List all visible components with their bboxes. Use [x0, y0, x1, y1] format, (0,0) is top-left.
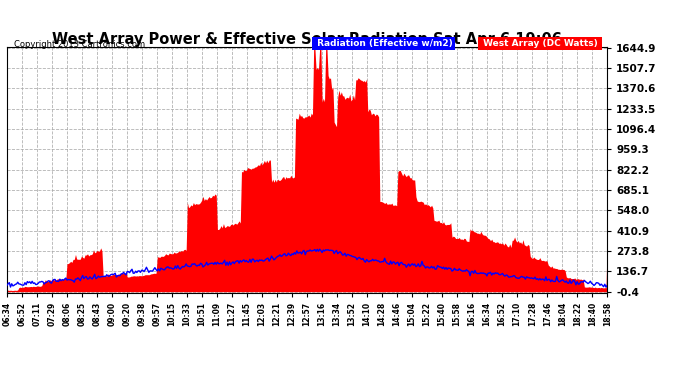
Text: West Array (DC Watts): West Array (DC Watts) — [480, 39, 600, 48]
Text: Radiation (Effective w/m2): Radiation (Effective w/m2) — [314, 39, 453, 48]
Title: West Array Power & Effective Solar Radiation Sat Apr 6 19:06: West Array Power & Effective Solar Radia… — [52, 32, 562, 47]
Text: Copyright 2013 Cartronics.com: Copyright 2013 Cartronics.com — [14, 40, 145, 49]
